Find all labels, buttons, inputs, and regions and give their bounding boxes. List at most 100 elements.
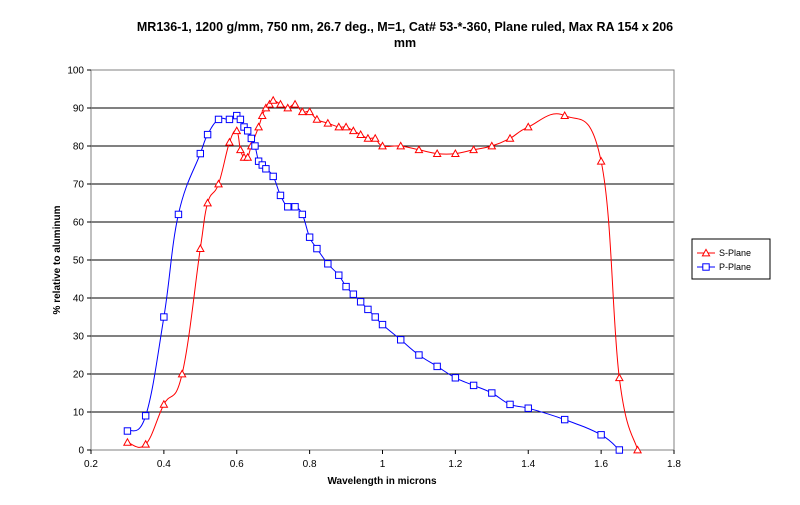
data-point-p-plane <box>284 203 292 211</box>
y-tick-label: 10 <box>73 408 85 419</box>
data-point-s-plane <box>356 129 366 138</box>
data-point-s-plane <box>505 133 515 142</box>
data-point-p-plane <box>433 362 441 371</box>
data-point-s-plane <box>214 179 223 188</box>
data-point-s-plane <box>341 122 351 131</box>
data-point-s-plane <box>469 145 479 154</box>
data-point-p-plane <box>378 320 387 329</box>
data-point-s-plane <box>159 399 169 408</box>
y-tick-label: 100 <box>67 66 84 77</box>
data-point-p-plane <box>269 172 277 181</box>
data-point-s-plane <box>334 122 344 131</box>
axis-ticks: 0 10 20 30 40 50 60 70 80 90 100 0.2 0.4 0.6 0.8 1 1.2 1.… <box>67 66 681 471</box>
x-tick-label: 0.6 <box>230 459 244 470</box>
data-point-p-plane <box>615 446 624 454</box>
y-tick-label: 80 <box>73 142 85 153</box>
x-tick-label: 1.2 <box>448 459 462 470</box>
legend-label-p-plane: P-Plane <box>719 262 751 272</box>
data-point-s-plane <box>177 369 187 378</box>
data-point-s-plane <box>614 373 624 382</box>
y-tick-label: 20 <box>73 370 85 381</box>
x-tick-label: 1.6 <box>594 459 608 470</box>
data-point-s-plane <box>450 148 460 157</box>
data-point-p-plane <box>488 389 496 397</box>
data-point-s-plane <box>414 145 424 154</box>
y-tick-label: 50 <box>73 256 85 267</box>
data-point-p-plane <box>247 134 256 143</box>
data-point-s-plane <box>276 99 285 108</box>
data-point-p-plane <box>342 282 350 291</box>
data-point-s-plane <box>235 145 245 154</box>
data-point-p-plane <box>349 290 358 298</box>
data-point-p-plane <box>203 130 212 139</box>
x-tick-label: 1 <box>380 459 386 470</box>
data-point-s-plane <box>243 152 253 161</box>
x-tick-label: 0.8 <box>303 459 317 470</box>
data-point-p-plane <box>506 400 514 409</box>
data-point-s-plane <box>257 110 267 119</box>
data-point-s-plane <box>323 118 333 127</box>
data-point-s-plane <box>523 122 533 131</box>
y-tick-label: 40 <box>73 294 85 305</box>
data-point-s-plane <box>195 243 205 252</box>
y-tick-label: 70 <box>73 180 85 191</box>
data-point-p-plane <box>415 351 423 359</box>
x-tick-label: 0.2 <box>84 459 98 470</box>
chart-title-line-2: mm <box>394 36 416 50</box>
series-line-p-plane <box>127 115 620 451</box>
legend: S-Plane P-Plane <box>691 238 771 280</box>
data-point-p-plane <box>524 404 532 412</box>
data-point-p-plane <box>305 233 314 241</box>
data-point-s-plane <box>487 141 497 150</box>
y-tick-label: 90 <box>73 104 85 115</box>
data-point-p-plane <box>160 313 168 321</box>
data-point-p-plane <box>141 412 150 420</box>
y-tick-label: 0 <box>78 446 84 457</box>
data-point-p-plane <box>324 260 332 268</box>
data-point-s-plane <box>232 126 242 135</box>
data-point-s-plane <box>122 437 132 446</box>
data-point-s-plane <box>203 198 213 207</box>
data-point-s-plane <box>596 156 606 165</box>
data-point-s-plane <box>370 133 380 142</box>
legend-marker-p-plane <box>702 263 710 271</box>
data-point-s-plane <box>305 107 315 116</box>
data-point-p-plane <box>469 381 478 390</box>
data-point-s-plane <box>268 95 278 104</box>
data-point-s-plane <box>225 137 234 146</box>
data-point-p-plane <box>225 115 234 124</box>
data-point-p-plane <box>251 142 259 150</box>
data-point-p-plane <box>291 203 299 211</box>
data-point-s-plane <box>633 445 643 454</box>
data-point-p-plane <box>313 244 321 253</box>
legend-label-s-plane: S-Plane <box>719 248 751 258</box>
data-point-s-plane <box>378 141 387 150</box>
data-point-p-plane <box>276 191 285 200</box>
data-point-p-plane <box>560 415 569 424</box>
data-point-p-plane <box>196 149 205 158</box>
x-tick-label: 0.4 <box>157 459 171 470</box>
data-point-s-plane <box>560 110 570 119</box>
data-point-p-plane <box>236 115 245 124</box>
legend-box <box>691 238 771 280</box>
data-point-s-plane <box>432 148 442 157</box>
data-point-p-plane <box>174 210 183 219</box>
data-point-s-plane <box>363 133 373 142</box>
data-point-p-plane <box>123 427 132 435</box>
data-point-p-plane <box>298 210 307 219</box>
gridlines <box>91 107 674 413</box>
y-axis-label: % relative to aluminum <box>52 205 63 314</box>
data-point-p-plane <box>371 313 379 321</box>
data-point-s-plane <box>312 114 322 123</box>
data-point-s-plane <box>254 122 264 131</box>
data-point-p-plane <box>397 336 405 344</box>
data-point-s-plane <box>297 107 307 116</box>
data-point-p-plane <box>597 431 605 439</box>
data-point-p-plane <box>243 127 252 135</box>
data-point-p-plane <box>451 374 460 382</box>
data-point-p-plane <box>214 115 223 124</box>
series-s-plane <box>122 95 643 454</box>
data-point-s-plane <box>290 99 300 108</box>
legend-marker-s-plane <box>701 248 711 257</box>
